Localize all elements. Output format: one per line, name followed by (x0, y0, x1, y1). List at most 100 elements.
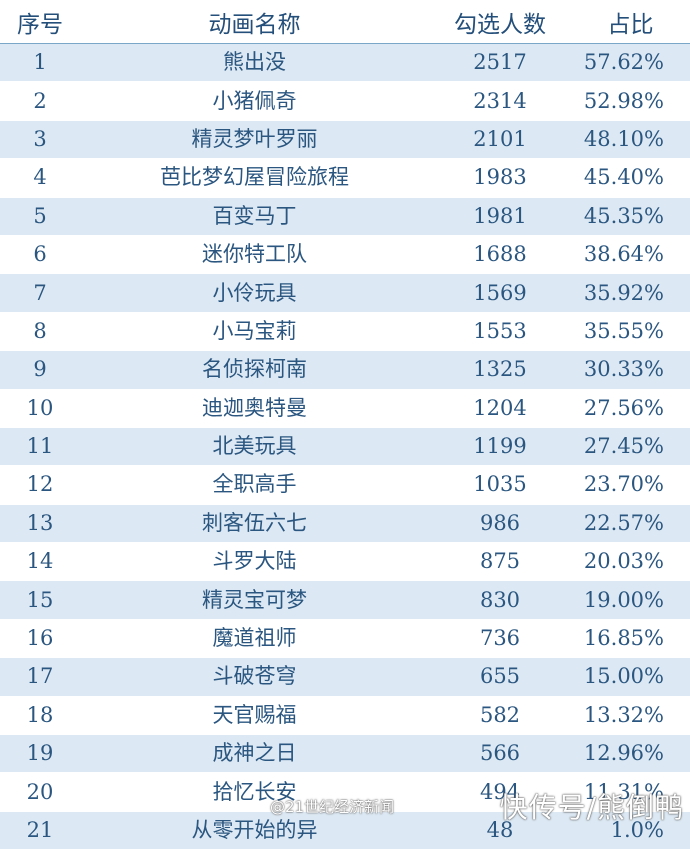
source-overlay-text: @21世纪经济新闻 (270, 796, 394, 817)
cell-anime-name: 迪迦奥特曼 (80, 389, 429, 427)
cell-selected-count: 2101 (429, 120, 571, 158)
cell-index: 12 (0, 466, 80, 504)
cell-selected-count: 655 (429, 658, 571, 696)
cell-share: 30.33% (571, 351, 690, 389)
cell-share: 35.92% (571, 274, 690, 312)
cell-index: 9 (0, 351, 80, 389)
header-row: 序号 动画名称 勾选人数 占比 (0, 0, 690, 44)
cell-anime-name: 魔道祖师 (80, 619, 429, 657)
cell-anime-name: 百变马丁 (80, 197, 429, 235)
cell-selected-count: 1569 (429, 274, 571, 312)
header-selected-count: 勾选人数 (429, 0, 571, 44)
cell-share: 57.62% (571, 44, 690, 82)
cell-anime-name: 名侦探柯南 (80, 351, 429, 389)
cell-index: 15 (0, 581, 80, 619)
cell-anime-name: 斗破苍穹 (80, 658, 429, 696)
cell-index: 11 (0, 427, 80, 465)
cell-selected-count: 1981 (429, 197, 571, 235)
cell-share: 20.03% (571, 543, 690, 581)
cell-anime-name: 芭比梦幻屋冒险旅程 (80, 159, 429, 197)
cell-index: 3 (0, 120, 80, 158)
cell-index: 17 (0, 658, 80, 696)
cell-share: 45.40% (571, 159, 690, 197)
cell-share: 16.85% (571, 619, 690, 657)
cell-anime-name: 成神之日 (80, 735, 429, 773)
cell-index: 18 (0, 696, 80, 734)
cell-anime-name: 迷你特工队 (80, 235, 429, 273)
cell-share: 52.98% (571, 82, 690, 120)
cell-share: 45.35% (571, 197, 690, 235)
cell-selected-count: 582 (429, 696, 571, 734)
cell-share: 27.56% (571, 389, 690, 427)
cell-index: 21 (0, 811, 80, 849)
cell-index: 20 (0, 773, 80, 811)
cell-share: 19.00% (571, 581, 690, 619)
cell-share: 38.64% (571, 235, 690, 273)
cell-index: 14 (0, 543, 80, 581)
cell-share: 13.32% (571, 696, 690, 734)
cell-anime-name: 北美玩具 (80, 427, 429, 465)
cell-anime-name: 天官赐福 (80, 696, 429, 734)
cell-index: 2 (0, 82, 80, 120)
cell-selected-count: 2517 (429, 44, 571, 82)
cell-selected-count: 875 (429, 543, 571, 581)
cell-share: 23.70% (571, 466, 690, 504)
header-index: 序号 (0, 0, 80, 44)
cell-selected-count: 1199 (429, 427, 571, 465)
cell-index: 10 (0, 389, 80, 427)
header-anime-name: 动画名称 (80, 0, 429, 44)
cell-index: 13 (0, 504, 80, 542)
cell-selected-count: 2314 (429, 82, 571, 120)
cell-selected-count: 1553 (429, 312, 571, 350)
cell-share: 22.57% (571, 504, 690, 542)
cell-selected-count: 1035 (429, 466, 571, 504)
cell-selected-count: 1688 (429, 235, 571, 273)
cell-selected-count: 1204 (429, 389, 571, 427)
cell-selected-count: 736 (429, 619, 571, 657)
cell-index: 16 (0, 619, 80, 657)
cell-selected-count: 1983 (429, 159, 571, 197)
cell-index: 4 (0, 159, 80, 197)
cell-anime-name: 斗罗大陆 (80, 543, 429, 581)
cell-anime-name: 小猪佩奇 (80, 82, 429, 120)
cell-anime-name: 精灵梦叶罗丽 (80, 120, 429, 158)
cell-share: 15.00% (571, 658, 690, 696)
cell-selected-count: 830 (429, 581, 571, 619)
cell-anime-name: 刺客伍六七 (80, 504, 429, 542)
cell-selected-count: 986 (429, 504, 571, 542)
cell-index: 5 (0, 197, 80, 235)
cell-anime-name: 精灵宝可梦 (80, 581, 429, 619)
cell-index: 6 (0, 235, 80, 273)
cell-index: 7 (0, 274, 80, 312)
cell-anime-name: 熊出没 (80, 44, 429, 82)
cell-anime-name: 全职高手 (80, 466, 429, 504)
cell-anime-name: 小马宝莉 (80, 312, 429, 350)
cell-index: 1 (0, 44, 80, 82)
cell-share: 12.96% (571, 735, 690, 773)
cell-selected-count: 566 (429, 735, 571, 773)
cell-index: 19 (0, 735, 80, 773)
cell-index: 8 (0, 312, 80, 350)
cell-share: 48.10% (571, 120, 690, 158)
header-share: 占比 (571, 0, 690, 44)
cell-selected-count: 1325 (429, 351, 571, 389)
